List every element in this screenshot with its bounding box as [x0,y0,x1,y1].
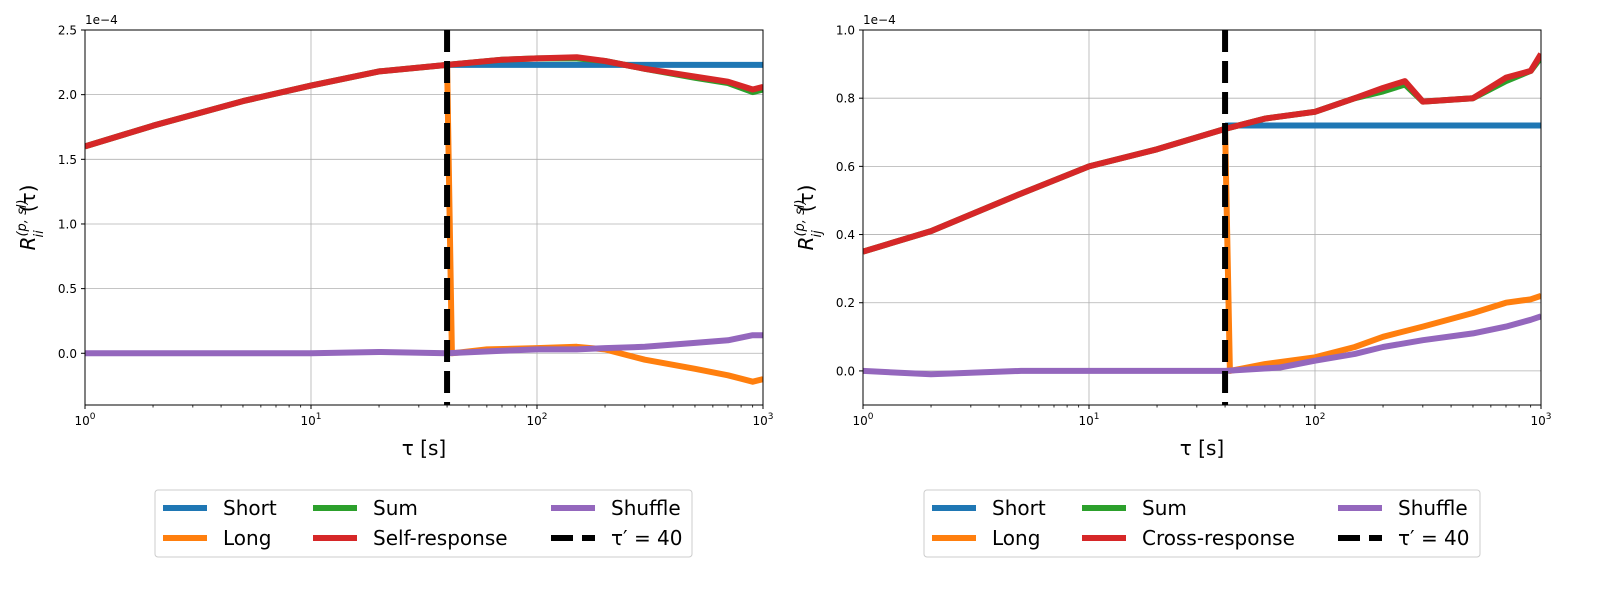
y-axis-label: R(p, sl) ij (τ) [793,185,825,251]
y-axis-label-superscript: (p, sl) [793,199,808,236]
x-tick-label: 103 [752,412,773,428]
y-axis-label-subscript: ij [810,230,825,238]
series-line-sum [863,55,1541,255]
x-axis-label: τ [s] [402,436,446,460]
legend: Short Long Sum Self-response Shuffle τ′ = 40 [154,489,693,558]
legend-label: Short [223,496,277,520]
y-axis-label-main: R [794,237,818,251]
x-tick-label-base: 10 [852,414,867,428]
x-tick-label-exponent: 0 [868,412,874,422]
series-group [85,30,763,405]
y-tick-label: 2.5 [58,24,77,38]
x-tick-label-base: 10 [300,414,315,428]
x-tick-label: 102 [526,412,547,428]
series-line-long [1222,128,1541,374]
legend-label: Shuffle [611,496,681,520]
y-tick-label: 2.0 [58,88,77,102]
x-tick-label-base: 10 [74,414,89,428]
y-tick-label: 1.5 [58,153,77,167]
legend-label: Sum [1142,496,1187,520]
legend-label: Sum [373,496,418,520]
y-axis-multiplier: 1e−4 [85,13,118,27]
x-axis-label: τ [s] [1180,436,1224,460]
x-tick-label: 102 [1304,412,1325,428]
x-tick-label-base: 10 [1530,414,1545,428]
y-tick-label: 1.0 [836,24,855,38]
legend-label: Cross-response [1142,526,1295,550]
series-line-shuffle [85,332,763,357]
x-tick-label: 101 [300,412,321,428]
y-tick-label: 0.5 [58,282,77,296]
x-tick-label-exponent: 1 [1094,412,1100,422]
y-tick-label: 0.2 [836,296,855,310]
x-tick-label-exponent: 3 [1546,412,1552,422]
x-tick-label-base: 10 [752,414,767,428]
y-tick-label: 1.0 [58,217,77,231]
y-axis-multiplier: 1e−4 [863,13,896,27]
x-tick-label: 103 [1530,412,1551,428]
y-tick-label: 0.0 [58,347,77,361]
x-tick-label: 100 [852,412,873,428]
legend-label: τ′ = 40 [611,526,683,550]
x-tick-label: 101 [1078,412,1099,428]
x-tick-label-exponent: 0 [90,412,96,422]
series-line-self-response [85,54,763,150]
x-tick-label-base: 10 [1078,414,1093,428]
y-tick-label: 0.4 [836,228,855,242]
axes-frame [862,29,1542,406]
legend: Short Long Sum Cross-response Shuffle τ′ = 40 [923,489,1481,558]
series-line-long [444,64,763,385]
y-axis-label-subscript: ii [32,230,47,238]
legend-label: Long [992,526,1040,550]
series-line-cross-response [863,52,1541,255]
y-tick-label: 0.0 [836,364,855,378]
y-tick-label: 0.8 [836,92,855,106]
y-tick-label: 0.6 [836,160,855,174]
y-axis-label-argument: (τ) [16,185,40,213]
legend-label: Short [992,496,1046,520]
y-axis-label-main: R [16,237,40,251]
y-axis-label-argument: (τ) [794,185,818,213]
x-tick-label: 100 [74,412,95,428]
series-line-shuffle [863,313,1541,378]
legend-label: Self-response [373,526,508,550]
legend-label: τ′ = 40 [1398,526,1470,550]
legend-label: Shuffle [1398,496,1468,520]
y-axis-label: R(p, sl) ii (τ) [15,185,47,251]
x-tick-label-base: 10 [526,414,541,428]
x-tick-label-exponent: 1 [316,412,322,422]
axes-frame [84,29,764,406]
y-axis-label-superscript: (p, sl) [15,199,30,236]
x-tick-label-base: 10 [1304,414,1319,428]
series-group [863,30,1541,405]
legend-label: Long [223,526,271,550]
x-tick-label-exponent: 2 [1320,412,1326,422]
x-tick-label-exponent: 2 [542,412,548,422]
x-tick-label-exponent: 3 [768,412,774,422]
